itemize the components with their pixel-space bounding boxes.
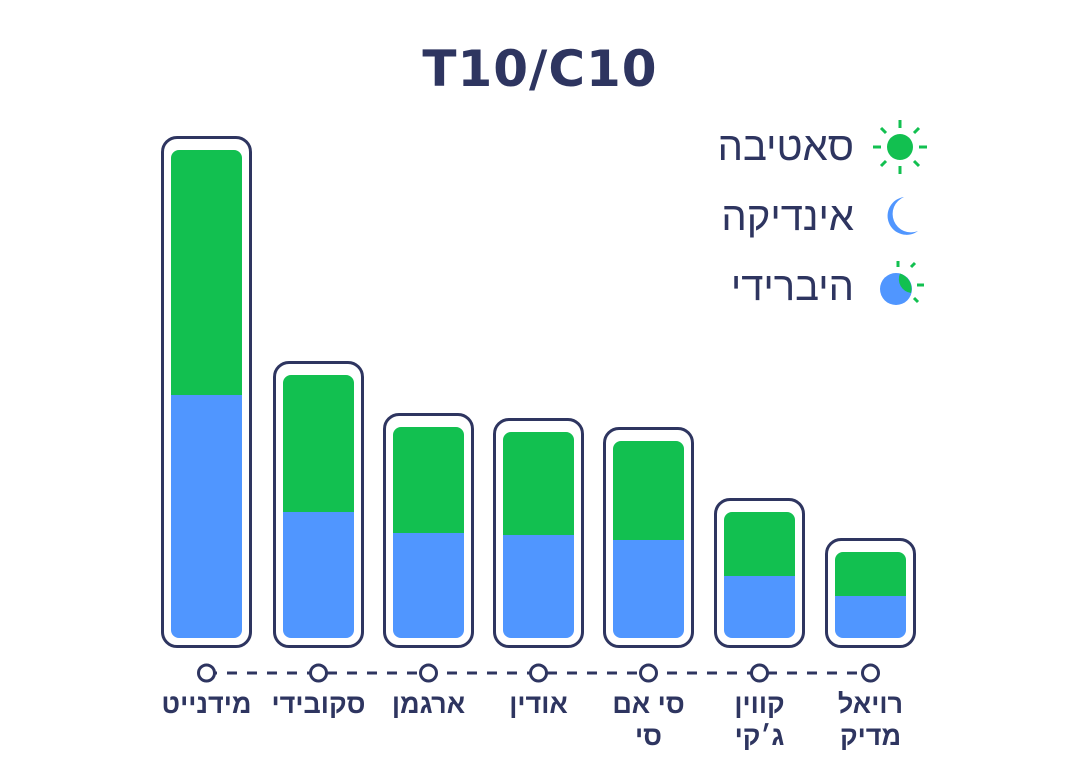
x-axis-line xyxy=(197,663,880,683)
category-label: מידנייט xyxy=(142,688,272,720)
sativa-segment xyxy=(393,427,464,533)
category-label-line: אודין xyxy=(509,689,568,719)
indica-segment xyxy=(171,395,242,638)
legend-item-hybrid: היברידי xyxy=(700,261,930,312)
sativa-segment xyxy=(835,552,906,596)
stacked-bar xyxy=(171,150,242,638)
category-label-line: ג׳קי xyxy=(734,721,785,751)
stacked-bar xyxy=(613,441,684,638)
category-label: סקובידי xyxy=(254,688,384,720)
legend-label: סאטיבה xyxy=(717,124,854,169)
legend-item-sativa: סאטיבה xyxy=(700,120,930,174)
category-label-line: סי xyxy=(635,721,662,751)
category-label-line: סקובידי xyxy=(271,689,366,719)
axis-tick-circle xyxy=(309,663,328,683)
moon-icon xyxy=(887,197,918,235)
sativa-segment xyxy=(613,441,684,540)
category-label: אודין xyxy=(474,688,604,720)
axis-tick-circle xyxy=(197,663,216,683)
category-label-line: מדיק xyxy=(839,721,902,751)
indica-segment xyxy=(393,533,464,638)
category-label-line: ארגמן xyxy=(391,689,466,719)
stacked-bar xyxy=(503,432,574,638)
legend-item-indica: אינדיקה xyxy=(700,192,930,242)
indica-segment xyxy=(724,576,795,638)
sativa-segment xyxy=(171,150,242,395)
indica-segment xyxy=(613,540,684,638)
axis-tick-circle xyxy=(861,663,880,683)
category-label-line: קווין xyxy=(734,689,785,719)
stacked-bar xyxy=(393,427,464,638)
category-label-line: סי אם xyxy=(612,689,685,719)
axis-tick-circle xyxy=(639,663,658,683)
category-label-line: מידנייט xyxy=(161,689,252,719)
chart-title: T10/C10 xyxy=(422,40,658,98)
category-label: סי אם סי xyxy=(584,688,714,752)
legend-label: אינדיקה xyxy=(721,194,854,239)
axis-tick-circle xyxy=(529,663,548,683)
indica-segment xyxy=(503,535,574,638)
sativa-segment xyxy=(503,432,574,535)
sativa-segment xyxy=(283,375,354,512)
axis-tick-circle xyxy=(750,663,769,683)
stacked-bar xyxy=(724,512,795,638)
indica-segment xyxy=(283,512,354,638)
legend-label: היברידי xyxy=(730,264,854,309)
stacked-bar xyxy=(283,375,354,638)
category-label: קווין ג׳קי xyxy=(695,688,825,752)
sativa-segment xyxy=(724,512,795,576)
category-label: רויאל מדיק xyxy=(806,688,936,752)
category-label: ארגמן xyxy=(364,688,494,720)
indica-segment xyxy=(835,596,906,638)
sun-icon xyxy=(873,120,927,174)
stacked-bar xyxy=(835,552,906,638)
category-label-line: רויאל xyxy=(837,689,904,719)
axis-tick-circle xyxy=(419,663,438,683)
hybrid-sun-moon-icon xyxy=(880,261,924,305)
